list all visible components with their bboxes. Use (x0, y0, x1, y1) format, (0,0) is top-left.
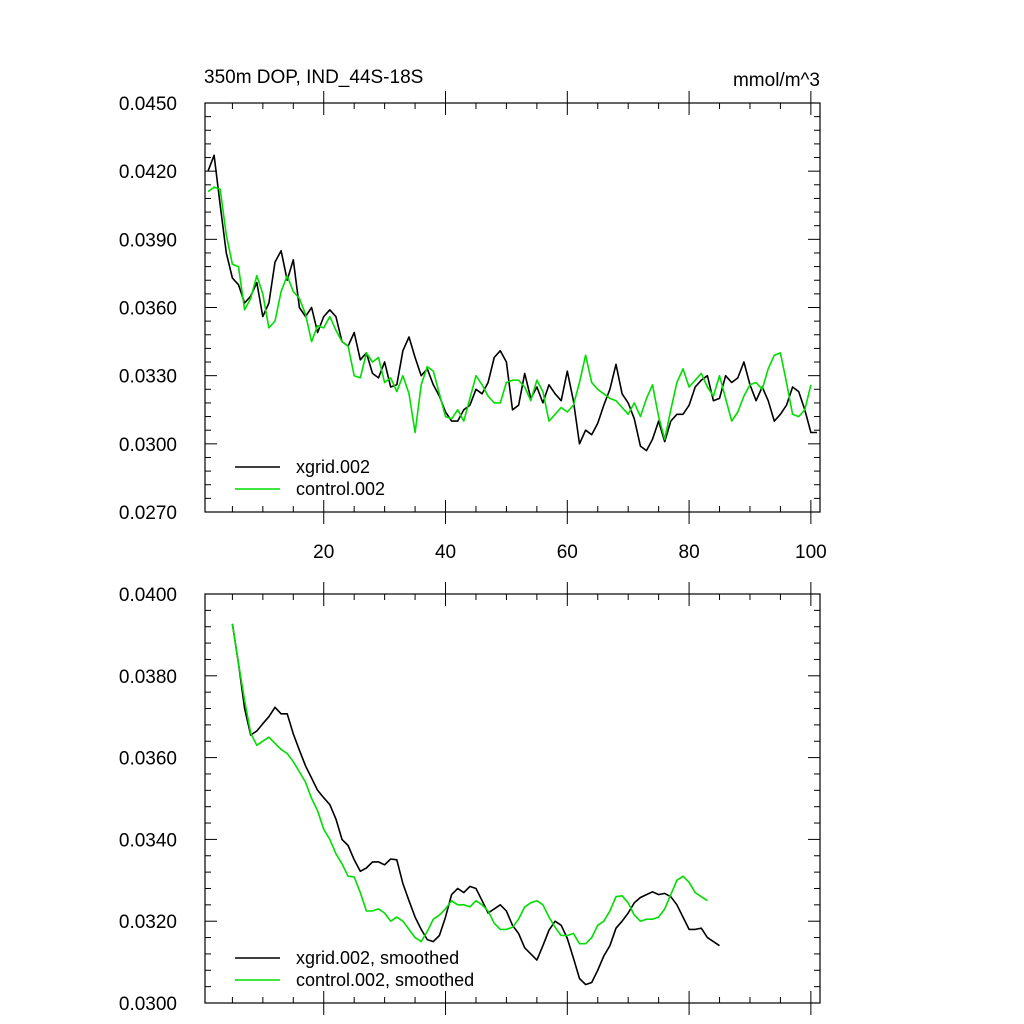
series-line-xgrid-002-smoothed (231, 623, 720, 986)
plot-frame (204, 593, 821, 1004)
x-tick-label: 80 (679, 542, 700, 563)
plot-frame (204, 102, 821, 513)
legend-label: xgrid.002, smoothed (296, 948, 459, 968)
x-tick-label: 60 (557, 542, 578, 563)
y-tick-label: 0.0320 (119, 912, 177, 933)
y-tick-label: 0.0300 (119, 435, 177, 456)
y-tick-label: 0.0400 (119, 585, 177, 606)
x-tick-label: 20 (313, 542, 334, 563)
panel-top: 0.0270 0.0300 0.0330 0.0360 0.0390 0.0420 0.04… (119, 91, 827, 563)
series-line-xgrid-002 (207, 154, 817, 452)
y-tick-label: 0.0360 (119, 299, 177, 320)
y-tick-label: 0.0380 (119, 667, 177, 688)
y-tick-label: 0.0270 (119, 503, 177, 524)
chart-title: 350m DOP, IND_44S-18S (204, 67, 423, 88)
y-tick-label: 0.0420 (119, 162, 177, 183)
legend-label: control.002, smoothed (296, 970, 474, 990)
series-line-control-002-smoothed (231, 623, 708, 945)
y-tick-label: 0.0390 (119, 230, 177, 251)
x-tick-label: 40 (435, 542, 456, 563)
y-tick-label: 0.0360 (119, 749, 177, 770)
y-tick-label: 0.0340 (119, 830, 177, 851)
panel-bottom: 0.0300 0.0320 0.0340 0.0360 0.0380 0.0400 xgri… (119, 582, 821, 1015)
y-tick-label: 0.0450 (119, 94, 177, 115)
units-label: mmol/m^3 (733, 70, 820, 91)
y-tick-label: 0.0330 (119, 367, 177, 388)
x-tick-label: 100 (795, 542, 827, 563)
legend-label: control.002 (296, 479, 385, 499)
series-line-control-002 (207, 186, 812, 441)
legend-label: xgrid.002 (296, 457, 370, 477)
y-tick-label: 0.0300 (119, 994, 177, 1015)
